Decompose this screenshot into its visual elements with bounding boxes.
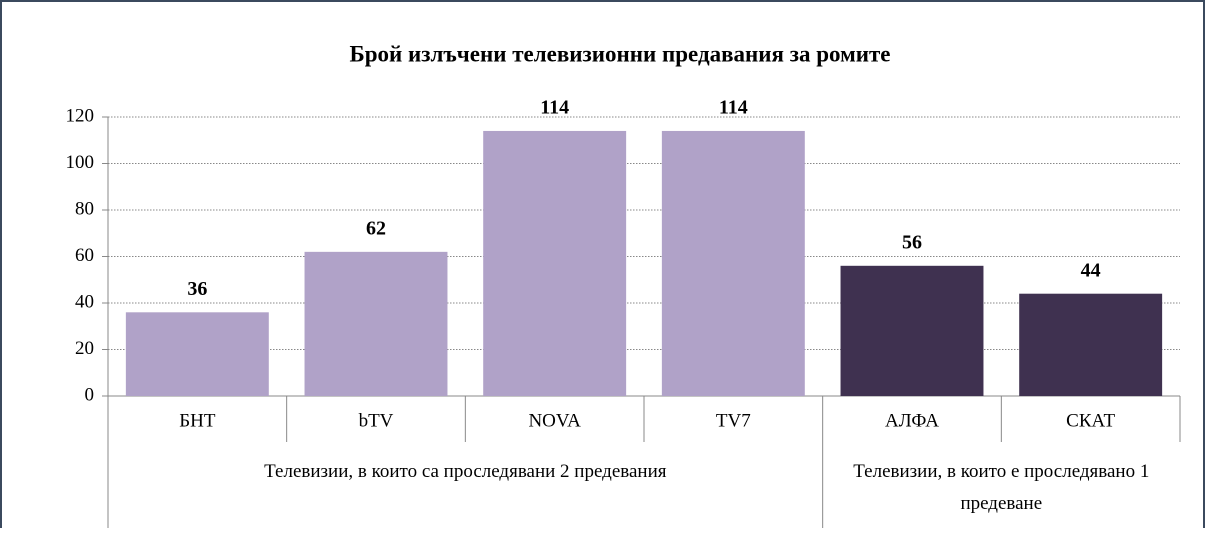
x-tick-label: bTV	[359, 410, 394, 431]
x-tick-label: СКАТ	[1066, 410, 1115, 431]
x-tick-label: БНТ	[179, 410, 216, 431]
value-label: 44	[1081, 259, 1101, 281]
bar	[304, 251, 448, 396]
x-tick-label: TV7	[716, 410, 751, 431]
bar	[661, 130, 805, 396]
x-tick-label: NOVA	[528, 410, 581, 431]
value-label: 56	[902, 231, 922, 253]
value-label: 114	[540, 97, 569, 119]
chart-title: Брой излъчени телевизионни предавания за…	[349, 41, 890, 66]
group-label: Телевизии, в които са проследявани 2 пре…	[264, 461, 667, 482]
y-tick-label: 120	[66, 105, 95, 126]
x-tick-label: АЛФА	[885, 410, 939, 431]
value-label: 114	[719, 97, 748, 119]
bar	[125, 312, 269, 396]
group-label-box: Телевизии, в които са проследявани 2 пре…	[264, 461, 667, 482]
bar	[1019, 293, 1163, 396]
value-label: 62	[366, 217, 386, 239]
y-tick-label: 40	[75, 291, 94, 312]
value-label: 36	[187, 278, 207, 300]
y-tick-label: 60	[75, 245, 94, 266]
y-tick-label: 0	[85, 384, 95, 405]
y-tick-label: 80	[75, 198, 94, 219]
y-tick-label: 20	[75, 338, 94, 359]
group-label: Телевизии, в които е проследявано 1 пред…	[853, 461, 1150, 514]
group-label-box: Телевизии, в които е проследявано 1 пред…	[853, 461, 1150, 514]
bar	[840, 265, 984, 396]
bar	[483, 130, 627, 396]
y-tick-label: 100	[66, 152, 95, 173]
